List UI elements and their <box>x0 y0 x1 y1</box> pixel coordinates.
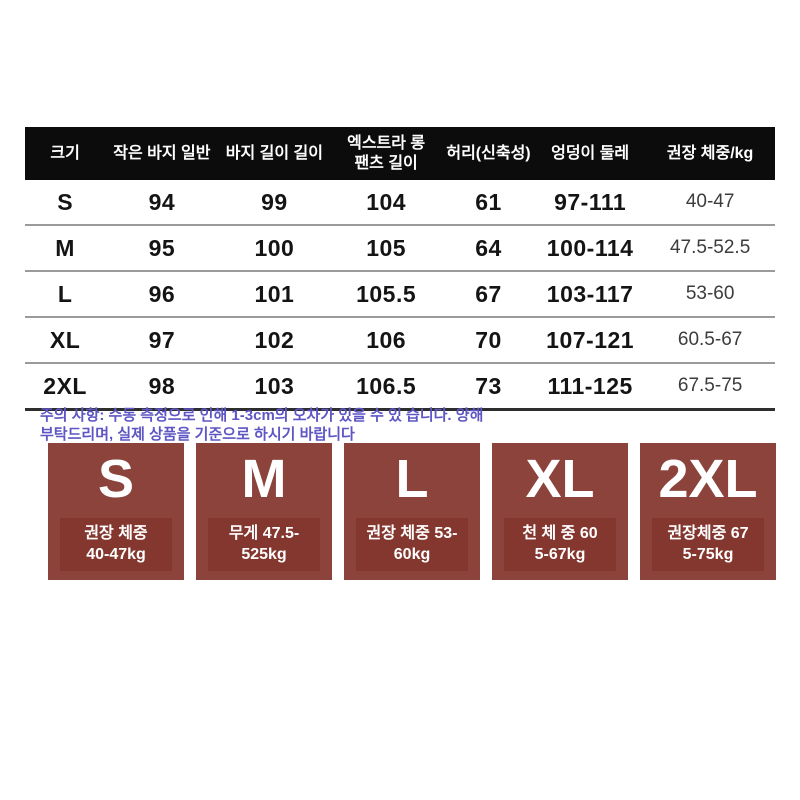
measurement-cell: 103 <box>254 372 295 399</box>
table-row-m: M 95 100 105 64 100-114 47.5-52.5 <box>25 226 775 272</box>
column-header-extra-long: 엑스트라 롱 팬츠 길이 <box>347 135 426 172</box>
measurement-cell: 96 <box>148 280 176 307</box>
size-card-m: M 무게 47.5- 525kg <box>196 443 332 580</box>
table-header-row: 크기 작은 바지 일반 바지 길이 길이 엑스트라 롱 팬츠 길이 허리(신축성… <box>25 127 775 180</box>
size-card-s: S 권장 체중 40-47kg <box>48 443 184 580</box>
size-card-letter: XL <box>525 449 595 509</box>
caption-line-1: 권장 체중 <box>84 525 148 542</box>
measurement-cell: 111-125 <box>547 372 633 399</box>
measurement-cell: 95 <box>148 234 176 261</box>
size-card-l: L 권장 체중 53- 60kg <box>344 443 480 580</box>
caption-line-1: 천 체 중 60 <box>522 525 598 542</box>
size-card-xl: XL 천 체 중 60 5-67kg <box>492 443 628 580</box>
measurement-cell: 104 <box>366 188 407 215</box>
notice-text: 주의 사항: 수동 측정으로 인해 1-3cm의 오차가 있을 수 있 습니다.… <box>40 406 740 444</box>
caption-line-1: 권장체중 67 <box>667 525 749 542</box>
size-card-letter: L <box>395 449 429 509</box>
measurement-cell: 97 <box>148 326 176 353</box>
table-row-l: L 96 101 105.5 67 103-117 53-60 <box>25 272 775 318</box>
measurement-cell: 73 <box>475 372 502 399</box>
column-header-waist: 허리(신축성) <box>446 144 531 162</box>
measurement-cell: 67 <box>475 280 502 307</box>
measurement-cell: 102 <box>254 326 295 353</box>
size-card-letter: S <box>97 449 135 509</box>
caption-line-2: 60kg <box>393 546 431 563</box>
caption-line-2: 5-67kg <box>534 546 586 563</box>
measurement-cell: 97-111 <box>554 188 627 215</box>
size-card-caption: 권장 체중 53- 60kg <box>356 518 468 571</box>
caption-line-1: 권장 체중 53- <box>366 525 458 542</box>
measurement-cell: 101 <box>254 280 295 307</box>
measurement-cell: 99 <box>261 188 288 215</box>
weight-cell: 53-60 <box>685 283 735 304</box>
weight-cell: 60.5-67 <box>677 329 743 350</box>
size-card-caption: 무게 47.5- 525kg <box>208 518 320 571</box>
measurement-cell: 98 <box>148 372 176 399</box>
column-header-small-pants: 작은 바지 일반 <box>113 144 211 162</box>
size-cards: S 권장 체중 40-47kg M 무게 47.5- 525kg L 권장 체중… <box>48 443 776 580</box>
column-header-weight: 권장 체중/kg <box>666 144 754 162</box>
size-card-caption: 권장 체중 40-47kg <box>60 518 172 571</box>
size-cell: 2XL <box>43 372 87 399</box>
weight-cell: 67.5-75 <box>677 375 743 396</box>
measurement-cell: 100-114 <box>546 234 634 261</box>
caption-line-2: 525kg <box>241 546 287 563</box>
table-row-xl: XL 97 102 106 70 107-121 60.5-67 <box>25 318 775 364</box>
measurement-cell: 103-117 <box>546 280 634 307</box>
weight-cell: 47.5-52.5 <box>669 237 751 258</box>
measurement-cell: 100 <box>254 234 295 261</box>
caption-line-1: 무게 47.5- <box>228 525 300 542</box>
column-header-pants-length: 바지 길이 길이 <box>225 144 323 162</box>
caption-line-2: 5-75kg <box>682 546 734 563</box>
size-cell: S <box>57 188 74 215</box>
caption-line-2: 40-47kg <box>86 546 146 563</box>
size-cell: XL <box>49 326 81 353</box>
notice-line-1: 주의 사항: 수동 측정으로 인해 1-3cm의 오차가 있을 수 있 습니다.… <box>40 407 484 424</box>
size-card-letter: M <box>241 449 287 509</box>
measurement-cell: 106 <box>366 326 407 353</box>
measurement-cell: 94 <box>148 188 176 215</box>
size-card-letter: 2XL <box>658 449 758 509</box>
size-card-2xl: 2XL 권장체중 67 5-75kg <box>640 443 776 580</box>
measurement-cell: 105.5 <box>356 280 417 307</box>
weight-cell: 40-47 <box>685 191 735 212</box>
measurement-cell: 64 <box>475 234 502 261</box>
table-row-2xl: 2XL 98 103 106.5 73 111-125 67.5-75 <box>25 364 775 411</box>
size-table: 크기 작은 바지 일반 바지 길이 길이 엑스트라 롱 팬츠 길이 허리(신축성… <box>25 127 775 411</box>
measurement-cell: 106.5 <box>356 372 417 399</box>
measurement-cell: 107-121 <box>546 326 635 353</box>
size-cell: L <box>57 280 73 307</box>
column-header-size: 크기 <box>50 144 80 162</box>
table-row-s: S 94 99 104 61 97-111 40-47 <box>25 180 775 226</box>
measurement-cell: 70 <box>475 326 502 353</box>
column-header-hip: 엉덩이 둘레 <box>551 144 630 162</box>
measurement-cell: 105 <box>366 234 407 261</box>
size-card-caption: 권장체중 67 5-75kg <box>652 518 764 571</box>
size-card-caption: 천 체 중 60 5-67kg <box>504 518 616 571</box>
size-cell: M <box>55 234 75 261</box>
notice-line-2: 부탁드리며, 실제 상품을 기준으로 하시기 바랍니다 <box>40 426 355 443</box>
measurement-cell: 61 <box>475 188 502 215</box>
